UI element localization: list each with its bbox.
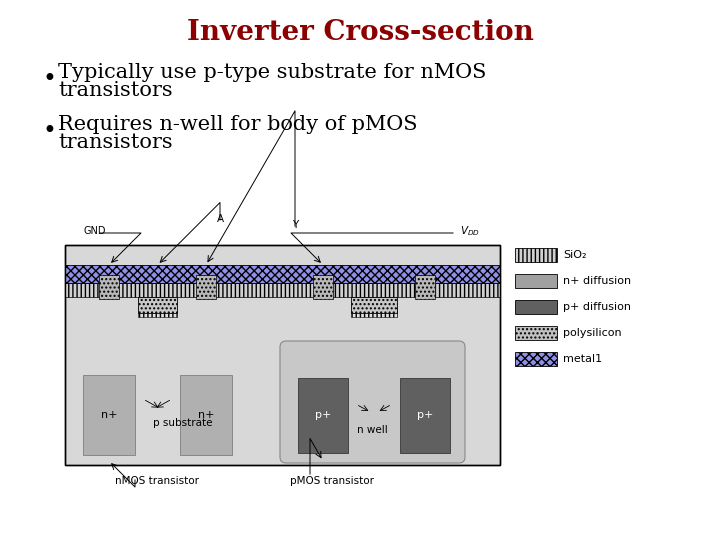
FancyBboxPatch shape <box>280 341 465 463</box>
Bar <box>515 248 557 262</box>
Bar <box>515 326 557 340</box>
Text: n+: n+ <box>198 410 215 420</box>
Bar <box>515 352 557 366</box>
Text: SiO₂: SiO₂ <box>563 250 587 260</box>
Text: n well: n well <box>357 425 388 435</box>
Text: •: • <box>42 120 56 144</box>
Text: •: • <box>42 69 56 91</box>
Text: transistors: transistors <box>58 82 173 100</box>
Text: nMOS transistor: nMOS transistor <box>115 476 199 486</box>
Text: n+: n+ <box>101 410 117 420</box>
Bar <box>180 375 232 455</box>
Text: A: A <box>217 214 224 224</box>
Text: p substrate: p substrate <box>153 418 212 428</box>
Bar <box>65 245 500 465</box>
Text: polysilicon: polysilicon <box>563 328 621 338</box>
Text: Requires n-well for body of pMOS: Requires n-well for body of pMOS <box>58 114 418 133</box>
Text: $V_{DD}$: $V_{DD}$ <box>460 224 480 238</box>
Text: Inverter Cross-section: Inverter Cross-section <box>186 18 534 45</box>
Text: p+: p+ <box>315 410 331 421</box>
Bar <box>65 283 500 297</box>
Text: p+: p+ <box>417 410 433 421</box>
Bar <box>415 275 435 299</box>
Text: Y: Y <box>292 220 298 230</box>
Text: Typically use p-type substrate for nMOS: Typically use p-type substrate for nMOS <box>58 63 487 82</box>
Bar <box>515 300 557 314</box>
Text: p+ diffusion: p+ diffusion <box>563 302 631 312</box>
Text: GND: GND <box>83 226 106 236</box>
Bar <box>138 311 177 317</box>
Bar <box>351 311 397 317</box>
Bar <box>400 378 450 453</box>
Bar <box>99 275 119 299</box>
Text: n+ diffusion: n+ diffusion <box>563 276 631 286</box>
Bar <box>65 265 500 283</box>
Text: metal1: metal1 <box>563 354 602 364</box>
Bar <box>351 297 397 313</box>
Text: pMOS transistor: pMOS transistor <box>290 476 374 486</box>
Bar <box>138 297 177 313</box>
Bar <box>298 378 348 453</box>
Bar <box>65 245 500 465</box>
Bar <box>196 275 216 299</box>
Bar <box>313 275 333 299</box>
Bar <box>83 375 135 455</box>
Text: transistors: transistors <box>58 133 173 152</box>
Bar <box>515 274 557 288</box>
